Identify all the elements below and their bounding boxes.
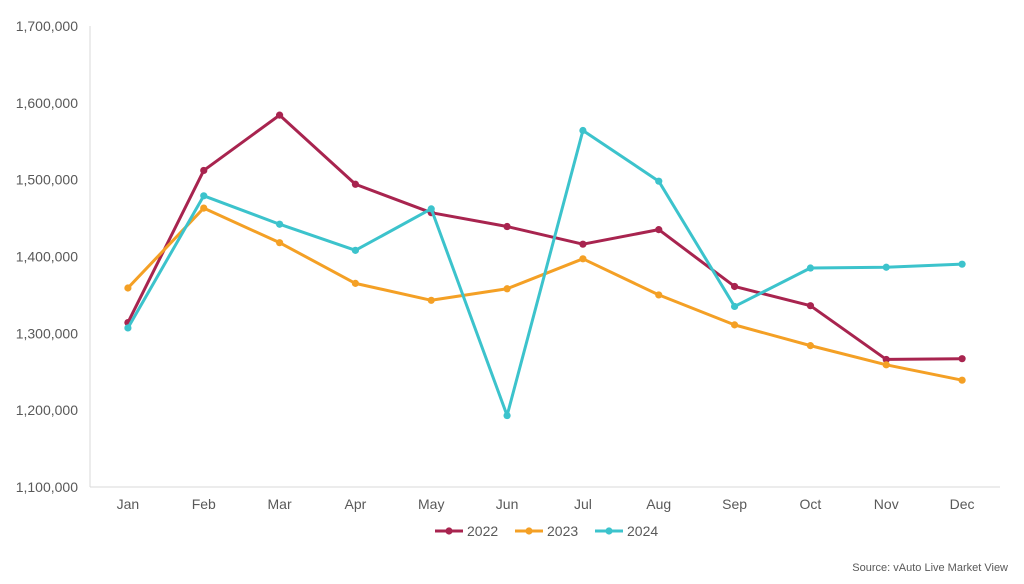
data-point [351, 279, 360, 287]
y-tick-label: 1,100,000 [16, 479, 78, 495]
legend-item-2023: 2023 [515, 523, 578, 539]
data-point [730, 321, 739, 329]
x-tick-label: May [418, 496, 444, 512]
y-tick-label: 1,300,000 [16, 325, 78, 341]
data-point [730, 282, 739, 291]
data-point [730, 302, 739, 311]
y-tick-label: 1,500,000 [16, 172, 78, 188]
data-point [351, 246, 360, 254]
data-point [275, 220, 284, 228]
legend-swatch-marker [445, 527, 453, 535]
legend-item-2022: 2022 [435, 523, 498, 539]
data-point [579, 255, 587, 263]
data-point [427, 205, 435, 213]
data-point [200, 192, 208, 200]
data-point [806, 264, 815, 272]
data-point [503, 222, 511, 231]
x-tick-label: Sep [722, 496, 747, 512]
data-point [124, 324, 132, 332]
data-point [882, 355, 890, 364]
legend-swatch-marker [525, 527, 533, 535]
data-point [579, 126, 587, 135]
data-point [958, 376, 966, 384]
data-point [882, 361, 890, 369]
x-tick-label: Nov [874, 496, 899, 512]
data-point [503, 411, 511, 420]
legend-item-2024: 2024 [595, 523, 658, 539]
legend: 2022 2023 2024 [435, 523, 658, 539]
y-axis-ticks: 1,100,000 1,200,000 1,300,000 1,400,000 1,50… [16, 18, 78, 495]
source-note: Source: vAuto Live Market View [852, 562, 1008, 574]
legend-label: 2022 [467, 523, 498, 539]
legend-label: 2024 [627, 523, 658, 539]
data-point [579, 240, 587, 248]
x-tick-label: Jul [574, 496, 592, 512]
series-line [126, 128, 963, 418]
legend-swatch-marker [605, 527, 613, 535]
data-point [655, 291, 663, 299]
y-tick-label: 1,200,000 [16, 402, 78, 418]
data-point [503, 285, 511, 293]
x-tick-label: Apr [345, 496, 367, 512]
x-tick-label: Jan [117, 496, 140, 512]
data-point [958, 260, 966, 268]
data-point [275, 111, 284, 119]
series-2022 [124, 111, 966, 364]
x-axis-ticks: Jan Feb Mar Apr May Jun Jul Aug Sep Oct Nov Dec [117, 496, 975, 512]
data-point [882, 263, 890, 271]
data-point [806, 342, 815, 350]
data-point [655, 226, 663, 234]
series-2024 [124, 126, 966, 420]
legend-label: 2023 [547, 523, 578, 539]
series-2023 [124, 204, 966, 384]
data-point [806, 302, 815, 310]
x-tick-label: Dec [950, 496, 975, 512]
y-tick-label: 1,600,000 [16, 95, 78, 111]
y-tick-label: 1,400,000 [16, 249, 78, 265]
data-point [275, 239, 284, 247]
x-tick-label: Mar [268, 496, 292, 512]
data-point [200, 204, 208, 212]
data-point [200, 166, 208, 175]
data-point [958, 355, 966, 363]
chart-axes [89, 26, 1000, 488]
data-point [655, 177, 663, 185]
x-tick-label: Jun [496, 496, 519, 512]
series-layer [124, 111, 966, 420]
x-tick-label: Oct [800, 496, 822, 512]
y-tick-label: 1,700,000 [16, 18, 78, 34]
data-point [124, 284, 132, 292]
data-point [351, 180, 360, 188]
series-line [126, 113, 963, 361]
data-point [427, 296, 435, 304]
x-tick-label: Feb [192, 496, 216, 512]
x-tick-label: Aug [646, 496, 671, 512]
